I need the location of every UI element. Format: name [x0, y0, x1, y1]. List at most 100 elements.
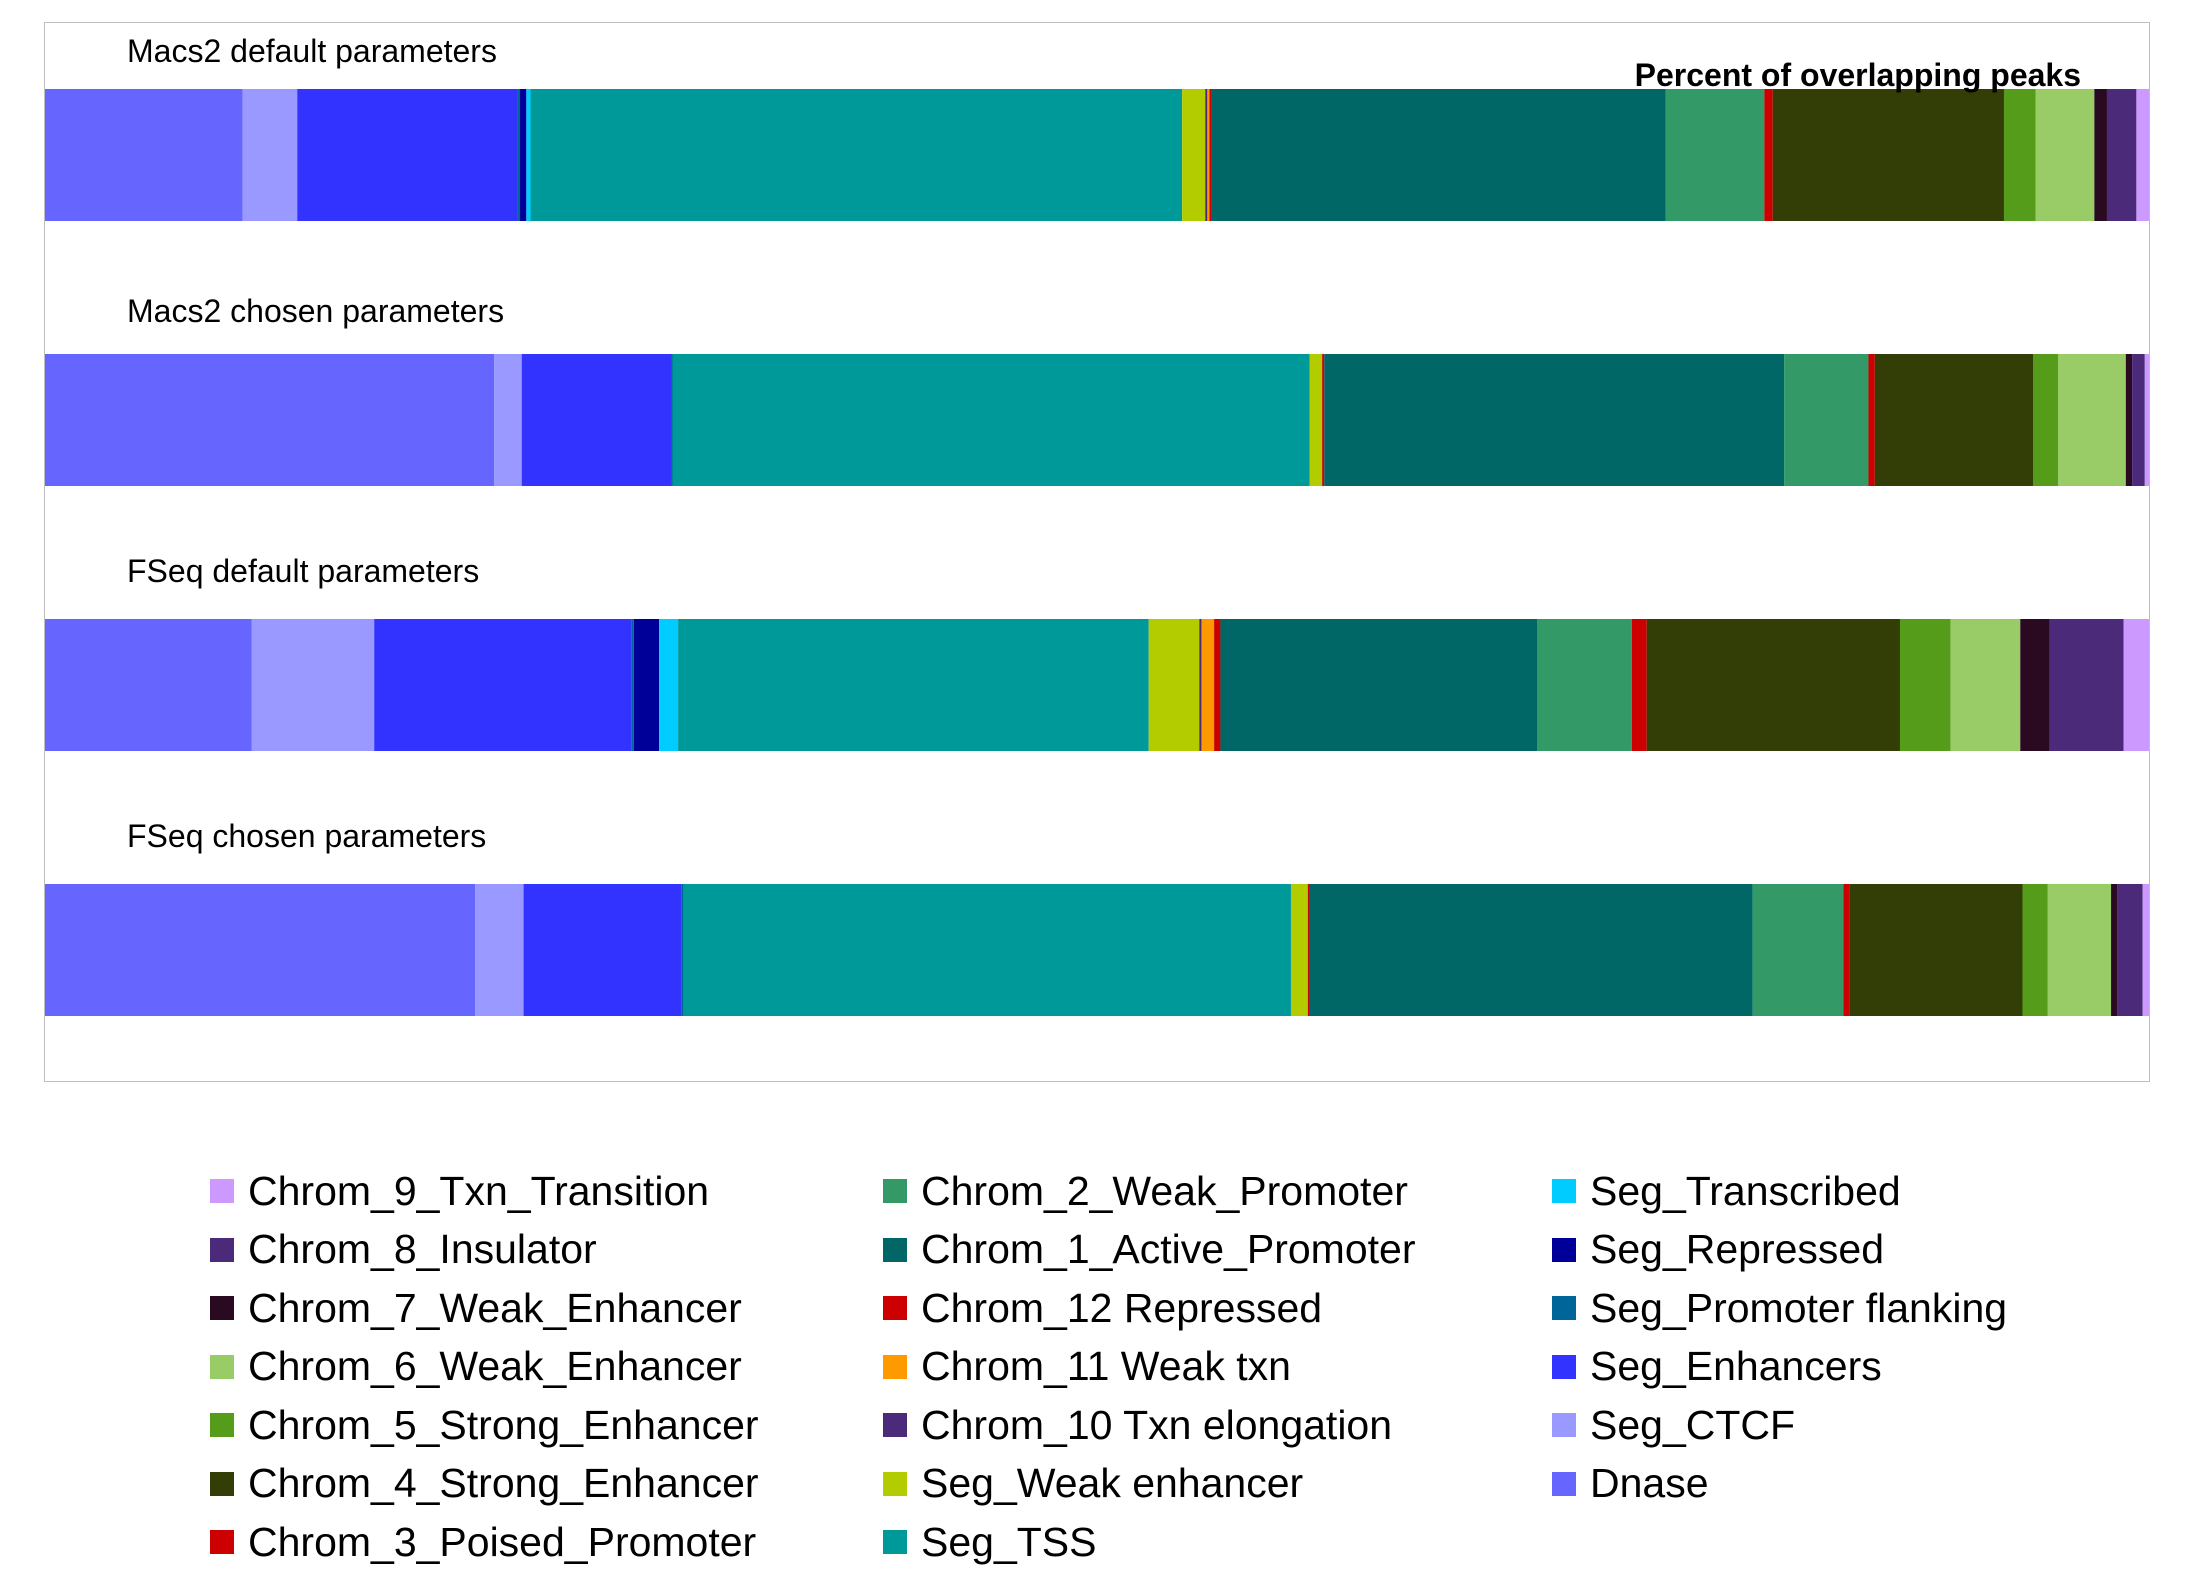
bar-segment-dnase — [45, 89, 243, 221]
legend-swatch — [210, 1296, 234, 1321]
legend-label: Chrom_8_Insulator — [248, 1226, 597, 1273]
bar-segment-chrom-8-insulator — [2106, 89, 2137, 221]
legend-swatch — [883, 1237, 907, 1262]
legend-swatch — [210, 1530, 234, 1555]
bar-segment-seg-tss — [672, 354, 1310, 486]
legend-swatch — [210, 1471, 234, 1496]
bar-segment-chrom-8-insulator — [2117, 884, 2143, 1016]
legend-swatch — [883, 1413, 907, 1438]
legend-label: Chrom_5_Strong_Enhancer — [248, 1401, 759, 1448]
bar-segment-chrom-5-strong-enhancer — [1899, 619, 1951, 751]
legend-item: Chrom_7_Weak_Enhancer — [210, 1279, 759, 1338]
legend-label: Chrom_12 Repressed — [921, 1284, 1323, 1331]
bar-segment-seg-repressed — [633, 619, 660, 751]
bar-segment-chrom-7-weak-enhancer — [2020, 619, 2050, 751]
bar-segment-chrom-7-weak-enhancer — [2094, 89, 2107, 221]
bar-segment-chrom-6-weak-enhancer — [2035, 89, 2095, 221]
legend-label: Seg_Weak enhancer — [921, 1460, 1304, 1507]
bar-segment-chrom-12-repressed — [1214, 619, 1221, 751]
legend-item: Seg_Enhancers — [1552, 1338, 2007, 1397]
bar-segment-chrom-8-insulator — [2049, 619, 2124, 751]
bar-segment-chrom-12-repressed — [1209, 89, 1212, 221]
legend-item: Chrom_3_Poised_Promoter — [210, 1513, 759, 1572]
legend-label: Chrom_9_Txn_Transition — [248, 1167, 710, 1214]
chart-title: Percent of overlapping peaks — [1634, 57, 2081, 93]
bar-segment-seg-enhancers — [297, 89, 518, 221]
legend-item: Seg_Weak enhancer — [883, 1455, 1415, 1514]
bar-segment-seg-promoter-flanking — [631, 619, 634, 751]
bar-segment-chrom-3-poised-promoter — [1631, 619, 1647, 751]
row-label-fseq-chosen: FSeq chosen parameters — [127, 818, 487, 854]
row-label-macs2-chosen: Macs2 chosen parameters — [127, 293, 505, 329]
bar-segment-chrom-8-insulator — [2132, 354, 2145, 486]
bar-segment-seg-enhancers — [523, 884, 682, 1016]
bar-segment-seg-promoter-flanking — [681, 884, 684, 1016]
legend-item: Chrom_10 Txn elongation — [883, 1396, 1415, 1455]
bar-segment-seg-promoter-flanking — [671, 354, 673, 486]
legend-column: Chrom_2_Weak_Promoter Chrom_1_Active_Prom… — [883, 1162, 1415, 1572]
bar-segment-chrom-10-txn-elongation — [1199, 619, 1202, 751]
bar-segment-seg-ctcf — [242, 89, 298, 221]
bar-segment-chrom-11-weak-txn — [1207, 89, 1210, 221]
bar-segment-chrom-5-strong-enhancer — [2032, 354, 2059, 486]
bar-segment-chrom-9-txn-transition — [2136, 89, 2149, 221]
bar-segment-chrom-2-weak-promoter — [1665, 89, 1765, 221]
bar-segment-seg-tss — [530, 89, 1183, 221]
legend-label: Seg_Promoter flanking — [1590, 1284, 2008, 1331]
bar-segment-chrom-4-strong-enhancer — [1874, 354, 2033, 486]
bar-segment-chrom-4-strong-enhancer — [1772, 89, 2004, 221]
bar-segment-chrom-6-weak-enhancer — [2058, 354, 2126, 486]
legend-item: Chrom_8_Insulator — [210, 1221, 759, 1280]
legend-swatch — [210, 1354, 234, 1379]
bar-segment-chrom-1-active-promoter — [1309, 884, 1753, 1016]
legend-swatch — [883, 1471, 907, 1496]
bar-segment-chrom-12-repressed — [1307, 884, 1310, 1016]
legend-item: Chrom_12 Repressed — [883, 1279, 1415, 1338]
legend-label: Chrom_11 Weak txn — [921, 1343, 1291, 1390]
legend-swatch — [210, 1413, 234, 1438]
legend-swatch — [1552, 1354, 1576, 1379]
legend-label: Chrom_2_Weak_Promoter — [921, 1167, 1408, 1214]
legend-item: Chrom_9_Txn_Transition — [210, 1162, 759, 1221]
legend-swatch — [210, 1179, 234, 1204]
bar-segment-seg-enhancers — [521, 354, 672, 486]
bar-segment-seg-promoter-flanking — [517, 89, 521, 221]
legend-swatch — [1552, 1296, 1576, 1321]
legend-item: Chrom_6_Weak_Enhancer — [210, 1338, 759, 1397]
bar-segment-seg-weak-enhancer — [1182, 89, 1206, 221]
legend-swatch — [1552, 1471, 1576, 1496]
bar-segment-chrom-5-strong-enhancer — [2003, 89, 2036, 221]
bar-segment-chrom-2-weak-promoter — [1784, 354, 1869, 486]
bar-segment-seg-weak-enhancer — [1290, 884, 1308, 1016]
legend-swatch — [883, 1354, 907, 1379]
bar-segment-chrom-7-weak-enhancer — [2125, 354, 2133, 486]
bar-segment-chrom-1-active-promoter — [1324, 354, 1785, 486]
row-label-fseq-default: FSeq default parameters — [127, 553, 480, 589]
legend-label: Chrom_3_Poised_Promoter — [248, 1518, 757, 1565]
legend-swatch — [1552, 1237, 1576, 1262]
legend-label: Chrom_6_Weak_Enhancer — [248, 1343, 742, 1390]
legend-label: Seg_TSS — [921, 1518, 1097, 1565]
bar-segment-chrom-4-strong-enhancer — [1849, 884, 2023, 1016]
legend-swatch — [1552, 1413, 1576, 1438]
row-label-macs2-default: Macs2 default parameters — [127, 33, 497, 69]
bar-segment-chrom-2-weak-promoter — [1752, 884, 1844, 1016]
legend-label: Seg_Transcribed — [1590, 1167, 1901, 1214]
bar-segment-chrom-3-poised-promoter — [1868, 354, 1875, 486]
legend-swatch — [883, 1530, 907, 1555]
bar-segment-seg-transcribed — [526, 89, 531, 221]
bar-segment-chrom-10-txn-elongation — [1205, 89, 1208, 221]
legend-label: Chrom_4_Strong_Enhancer — [248, 1460, 759, 1507]
bar-segment-chrom-3-poised-promoter — [1764, 89, 1773, 221]
legend-label: Chrom_1_Active_Promoter — [921, 1226, 1416, 1273]
legend-swatch — [210, 1237, 234, 1262]
bar-segment-chrom-4-strong-enhancer — [1646, 619, 1900, 751]
legend-column: Seg_Transcribed Seg_Repressed Seg_Promoter… — [1552, 1162, 2007, 1513]
bar-segment-seg-weak-enhancer — [1148, 619, 1200, 751]
legend-item: Chrom_11 Weak txn — [883, 1338, 1415, 1397]
legend-item: Seg_TSS — [883, 1513, 1415, 1572]
bar-segment-seg-enhancers — [374, 619, 632, 751]
legend-item: Chrom_4_Strong_Enhancer — [210, 1455, 759, 1514]
legend-label: Seg_Repressed — [1590, 1226, 1885, 1273]
legend-item: Chrom_1_Active_Promoter — [883, 1221, 1415, 1280]
